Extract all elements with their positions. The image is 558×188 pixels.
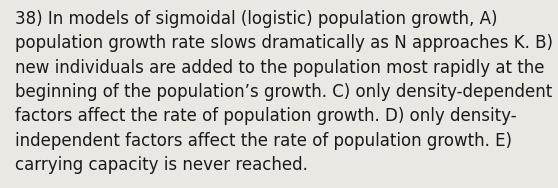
Text: 38) In models of sigmoidal (logistic) population growth, A)
population growth ra: 38) In models of sigmoidal (logistic) po…	[16, 10, 554, 174]
